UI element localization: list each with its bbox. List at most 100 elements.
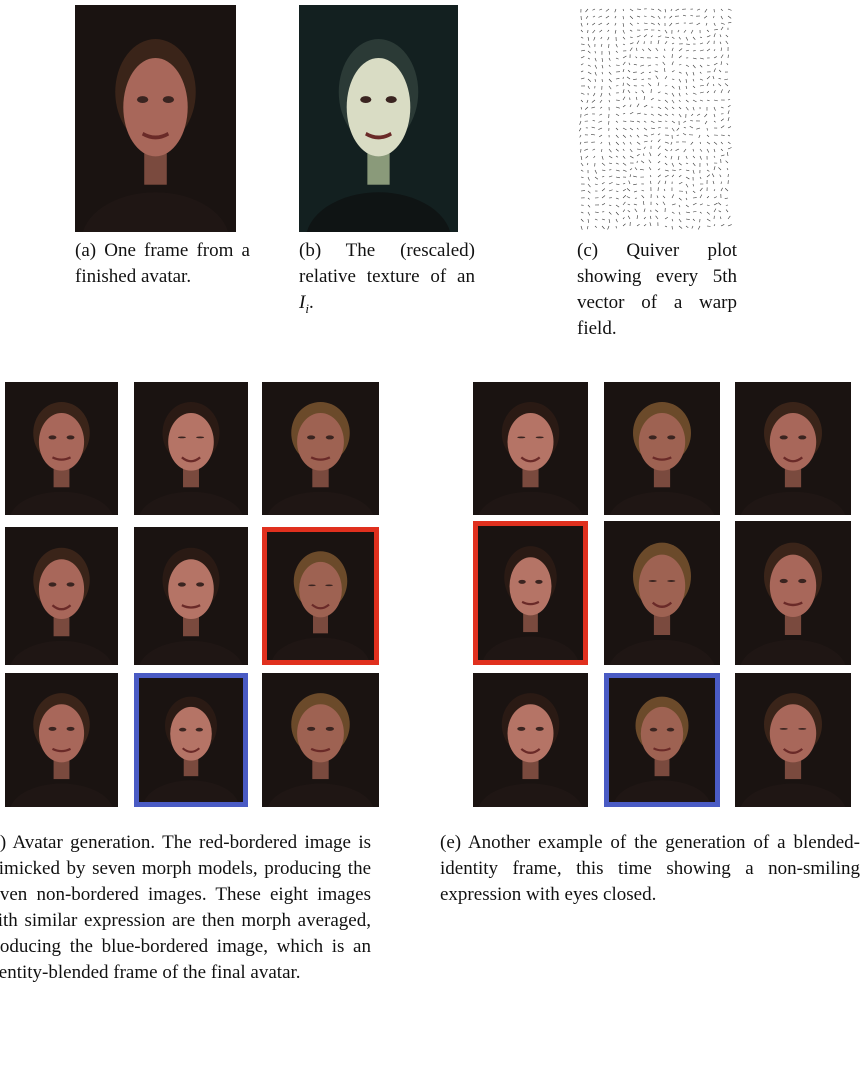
vector bbox=[601, 93, 602, 97]
vector bbox=[609, 163, 612, 164]
eye bbox=[780, 579, 788, 583]
face-picture bbox=[139, 678, 243, 802]
texture-image bbox=[299, 5, 458, 232]
vector bbox=[637, 113, 641, 114]
shoulders bbox=[267, 492, 375, 515]
vector bbox=[581, 37, 583, 38]
vector bbox=[616, 114, 619, 116]
vector bbox=[630, 112, 633, 114]
vector bbox=[672, 61, 673, 65]
face bbox=[641, 707, 683, 761]
vector bbox=[609, 93, 610, 96]
shoulders bbox=[143, 780, 239, 802]
vector bbox=[690, 126, 693, 128]
vector bbox=[679, 182, 682, 184]
vector bbox=[649, 160, 651, 163]
vector bbox=[714, 203, 717, 205]
vector bbox=[700, 156, 702, 160]
vector bbox=[609, 156, 612, 158]
vector bbox=[581, 212, 583, 213]
eye bbox=[49, 435, 57, 439]
vector bbox=[609, 182, 613, 184]
vector bbox=[602, 176, 604, 177]
vector bbox=[672, 121, 675, 123]
vector bbox=[679, 64, 681, 65]
vector bbox=[672, 48, 673, 51]
vector bbox=[720, 217, 721, 219]
vector bbox=[700, 65, 702, 67]
vector bbox=[591, 134, 595, 135]
face bbox=[39, 413, 84, 471]
vector bbox=[640, 169, 644, 170]
vector bbox=[623, 142, 625, 144]
vector bbox=[588, 51, 590, 53]
vector bbox=[602, 170, 605, 171]
vector bbox=[623, 202, 625, 205]
vector bbox=[587, 163, 588, 165]
eye bbox=[650, 728, 657, 732]
vector bbox=[581, 93, 584, 94]
vector bbox=[633, 79, 637, 80]
vector bbox=[623, 97, 625, 100]
vector bbox=[714, 33, 715, 37]
vector bbox=[643, 201, 644, 205]
vector bbox=[655, 57, 658, 58]
vector bbox=[630, 30, 632, 31]
vector bbox=[714, 166, 715, 170]
vector bbox=[630, 142, 631, 144]
vector bbox=[641, 79, 644, 80]
vector bbox=[719, 211, 721, 212]
face-image bbox=[604, 673, 720, 807]
vector bbox=[679, 175, 681, 177]
eye bbox=[196, 437, 204, 439]
shoulders bbox=[609, 640, 716, 665]
vector bbox=[642, 90, 644, 93]
vector bbox=[704, 114, 707, 117]
caption-b-text: (b) The (rescaled) relative texture of a… bbox=[299, 240, 475, 287]
shoulders bbox=[139, 641, 244, 665]
vector bbox=[693, 100, 697, 102]
vector bbox=[684, 127, 686, 128]
vector bbox=[676, 23, 679, 24]
vector bbox=[623, 56, 626, 58]
vector bbox=[693, 79, 694, 81]
vector bbox=[679, 205, 680, 207]
face-picture bbox=[134, 527, 248, 665]
vector bbox=[665, 76, 667, 79]
vector bbox=[644, 217, 646, 219]
vector bbox=[707, 83, 708, 86]
vector bbox=[581, 226, 582, 230]
vector bbox=[609, 190, 613, 191]
vector bbox=[579, 128, 581, 131]
vector bbox=[693, 219, 695, 221]
vector bbox=[718, 167, 721, 170]
vector bbox=[637, 121, 640, 122]
vector bbox=[623, 195, 626, 198]
vector bbox=[644, 105, 647, 107]
vector bbox=[642, 190, 644, 191]
vector bbox=[581, 30, 583, 32]
vector bbox=[697, 9, 700, 10]
vector bbox=[592, 127, 595, 128]
vector bbox=[714, 189, 715, 191]
vector bbox=[707, 142, 710, 144]
vector bbox=[602, 203, 605, 205]
vector bbox=[651, 140, 652, 142]
vector bbox=[658, 107, 661, 109]
face-picture bbox=[267, 532, 374, 660]
eye bbox=[325, 584, 332, 586]
vector bbox=[609, 65, 610, 67]
eye bbox=[179, 728, 186, 732]
face-picture bbox=[5, 527, 118, 665]
vector bbox=[658, 16, 660, 19]
vector bbox=[623, 170, 627, 171]
vector bbox=[714, 224, 715, 226]
vector bbox=[630, 156, 633, 158]
vector bbox=[684, 149, 686, 152]
face-picture bbox=[262, 382, 379, 515]
vector bbox=[707, 41, 709, 44]
vector bbox=[593, 93, 595, 96]
vector bbox=[609, 100, 610, 102]
vector bbox=[693, 58, 697, 59]
vector bbox=[602, 219, 605, 220]
